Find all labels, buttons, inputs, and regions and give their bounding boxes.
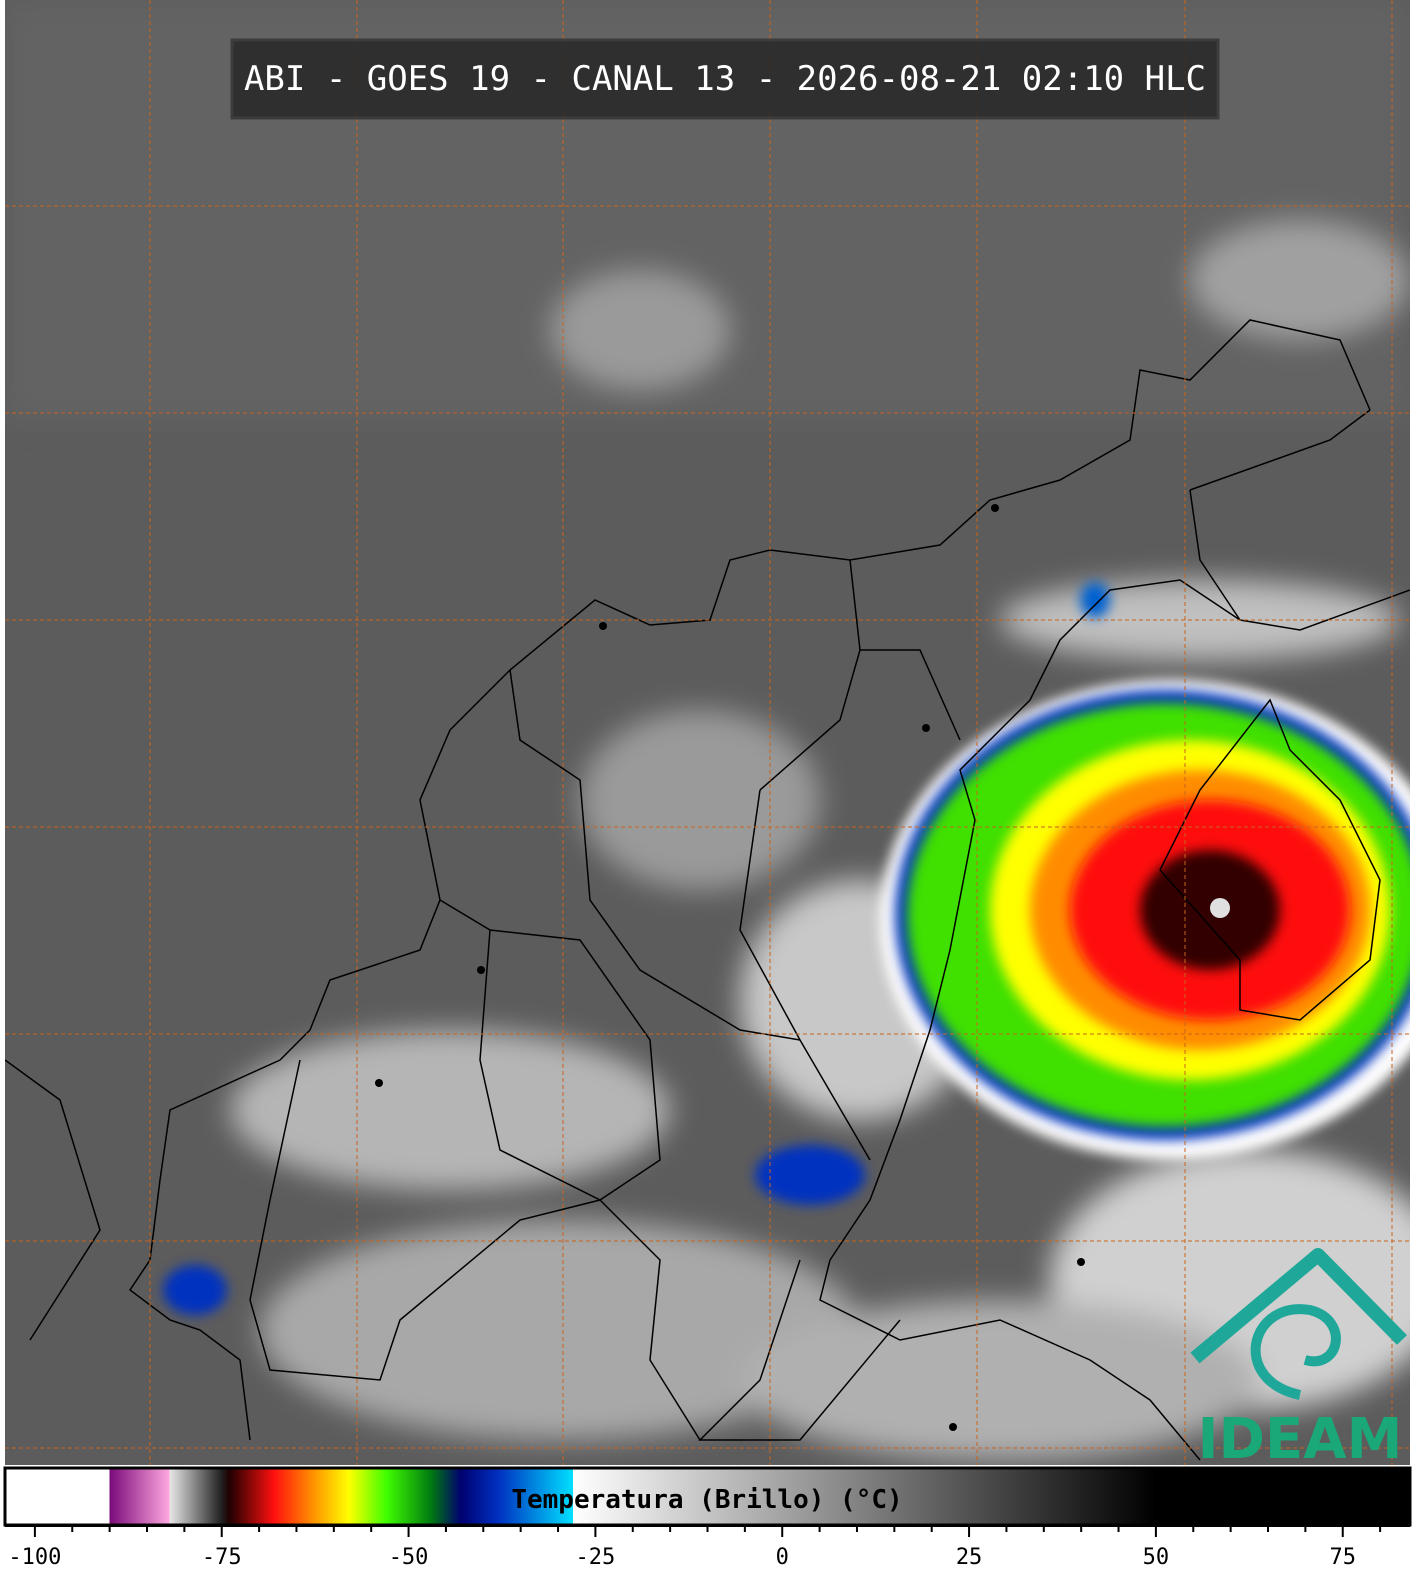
x-tick-label: 75 — [1329, 1545, 1356, 1570]
satellite-map: IDEAM — [5, 0, 1410, 1472]
hurricane — [163, 582, 1410, 1315]
x-tick-label: 50 — [1143, 1545, 1170, 1570]
x-tick-label: -75 — [202, 1545, 242, 1570]
colorbar-bar — [3, 1466, 1412, 1527]
x-tick-label: -25 — [576, 1545, 616, 1570]
graticule — [5, 0, 1410, 1465]
clouds — [230, 220, 1410, 1460]
x-tick-label: 0 — [776, 1545, 789, 1570]
cities — [375, 504, 1085, 1431]
x-tick-label: -50 — [389, 1545, 429, 1570]
x-tick-label: -100 — [8, 1545, 61, 1570]
colorbar-label: Temperatura (Brillo) (°C) — [511, 1485, 902, 1515]
x-tick-label: 25 — [956, 1545, 983, 1570]
title-box — [230, 38, 1220, 120]
logo-text: IDEAM — [1198, 1407, 1403, 1472]
colorbar: Temperatura (Brillo) (°C) -100 -75 -50 -25 0 2… — [3, 1466, 1412, 1570]
logo-mark — [1190, 1248, 1407, 1400]
title: ABI - GOES 19 - CANAL 13 - 2026-08-21 02… — [244, 59, 1206, 99]
